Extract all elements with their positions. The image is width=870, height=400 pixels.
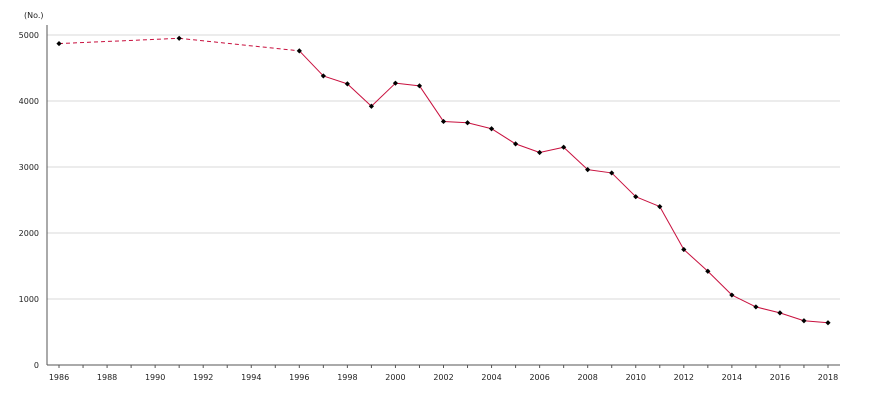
data-point <box>609 170 615 176</box>
series-segment <box>347 83 372 107</box>
data-point <box>825 320 831 326</box>
series-segment-dashed <box>179 37 300 52</box>
data-point <box>416 83 423 89</box>
series-segment <box>443 120 468 124</box>
data-point <box>296 48 302 54</box>
x-tick-labels: 1986 1988 1990 1992 1994 1996 1998 2000 2002 2004… <box>49 373 838 382</box>
series-segment <box>491 128 516 145</box>
series-segment <box>659 206 685 250</box>
x-tick-label: 2012 <box>674 373 694 382</box>
x-tick-label: 1998 <box>337 373 357 382</box>
series-segment <box>298 50 324 77</box>
series-segment <box>635 196 660 208</box>
series-segment <box>323 75 348 85</box>
x-tick-label: 2004 <box>481 373 501 382</box>
data-point <box>56 40 62 47</box>
data-point <box>657 204 663 210</box>
data-point <box>176 35 182 41</box>
x-tick-label: 2002 <box>433 373 453 382</box>
data-point <box>633 194 639 200</box>
x-tick-label: 2000 <box>385 373 405 382</box>
data-point <box>488 126 495 132</box>
series-segment <box>611 172 637 198</box>
data-point <box>729 292 735 298</box>
x-tick-label: 2014 <box>722 373 742 382</box>
data-point <box>368 103 375 109</box>
data-point <box>777 310 783 316</box>
y-tick-labels: 0 1000 2000 3000 4000 5000 <box>19 31 39 370</box>
data-point <box>753 304 759 310</box>
data-point <box>512 141 519 147</box>
series-line <box>58 37 829 324</box>
y-tick-label: 2000 <box>19 229 39 238</box>
series-segment <box>419 85 444 122</box>
series-segment <box>683 249 709 272</box>
series-points <box>56 35 831 326</box>
x-tick-label: 1992 <box>193 373 213 382</box>
series-segment <box>395 82 420 87</box>
data-point <box>681 246 687 253</box>
x-tick-label: 1994 <box>241 373 261 382</box>
x-tick-label: 1990 <box>145 373 165 382</box>
series-segment-dashed <box>58 37 180 45</box>
data-point <box>585 167 591 173</box>
y-tick-label: 1000 <box>19 295 39 304</box>
series-segment <box>779 312 805 322</box>
data-point <box>392 80 399 86</box>
series-segment <box>587 169 612 174</box>
x-tick-label: 2016 <box>770 373 790 382</box>
y-tick-label: 4000 <box>19 97 39 106</box>
data-point <box>561 144 567 150</box>
series-segment <box>803 320 829 324</box>
series-segment <box>467 122 492 130</box>
data-point <box>464 120 471 126</box>
x-tick-label: 2018 <box>818 373 838 382</box>
data-point <box>344 81 350 87</box>
x-tick-label: 1986 <box>49 373 69 382</box>
x-tick-label: 2008 <box>578 373 598 382</box>
grid-lines <box>47 34 840 300</box>
data-point <box>320 73 326 79</box>
x-tick-label: 1996 <box>289 373 309 382</box>
x-tick-label: 2006 <box>529 373 549 382</box>
x-tick-label: 1988 <box>97 373 117 382</box>
y-tick-label: 3000 <box>19 163 39 172</box>
series-segment <box>731 294 757 308</box>
series-segment <box>515 143 540 153</box>
data-point <box>537 149 543 156</box>
y-unit-label: (No.) <box>24 11 44 20</box>
x-tick-label: 2010 <box>626 373 646 382</box>
data-point <box>705 268 711 274</box>
axes <box>46 25 840 368</box>
series-segment <box>539 146 564 153</box>
series-segment <box>563 146 589 171</box>
series-segment <box>755 306 781 314</box>
data-point <box>440 118 447 125</box>
y-tick-label: 5000 <box>19 31 39 40</box>
series-segment <box>371 82 396 107</box>
data-point <box>801 318 807 324</box>
series-segment <box>707 270 733 296</box>
y-tick-label: 0 <box>34 361 39 370</box>
